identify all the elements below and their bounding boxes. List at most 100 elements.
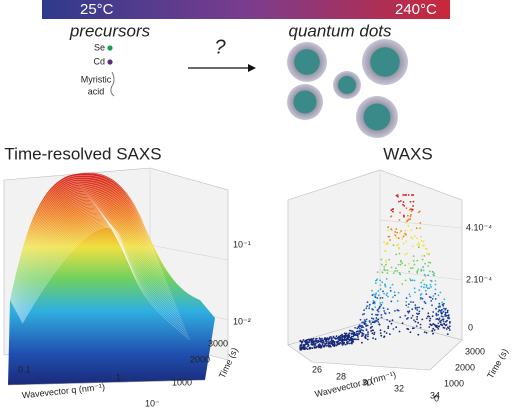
waxs-dot (448, 325, 451, 328)
waxs-dot (373, 321, 376, 324)
waxs-dot (428, 261, 430, 264)
waxs-dot (358, 327, 361, 330)
saxs-curve (22, 227, 191, 340)
waxs-dot (381, 263, 383, 266)
waxs-dot (402, 203, 404, 206)
waxs-dot (351, 342, 353, 345)
waxs-dot (398, 231, 401, 234)
waxs-dot (442, 310, 445, 313)
waxs-dot (420, 293, 423, 295)
waxs-dot (432, 327, 435, 330)
waxs-dot (438, 302, 441, 305)
saxs-curve (19, 218, 180, 319)
waxs-dot (409, 295, 411, 298)
waxs-dot (410, 229, 413, 231)
waxs-dot (330, 342, 333, 345)
waxs-dot (357, 326, 360, 328)
waxs-x-tick: 26 (312, 364, 322, 374)
waxs-dot (432, 332, 434, 335)
waxs-dot (321, 339, 323, 342)
saxs-curve (14, 198, 160, 310)
waxs-dot (431, 270, 434, 273)
waxs-dot (399, 263, 402, 266)
waxs-t-tick: 2000 (455, 362, 475, 372)
waxs-dot (432, 273, 435, 276)
waxs-dot (330, 341, 333, 344)
waxs-dot (411, 308, 414, 311)
waxs-dot (447, 314, 450, 317)
waxs-dot (387, 226, 389, 229)
waxs-dot (372, 337, 374, 339)
waxs-dot (415, 227, 418, 230)
waxs-dot (406, 310, 409, 313)
waxs-dot (397, 291, 400, 294)
waxs-dot (425, 293, 428, 295)
waxs-dot (439, 320, 441, 323)
waxs-dot (392, 272, 395, 274)
waxs-dot (375, 317, 378, 319)
waxs-dot (408, 310, 411, 313)
waxs-dot (350, 333, 353, 335)
waxs-dot (441, 301, 444, 304)
waxs-dot (320, 345, 323, 347)
waxs-dot (395, 228, 398, 231)
waxs-dot (407, 317, 409, 319)
waxs-dot (397, 309, 399, 312)
waxs-dot (432, 295, 435, 297)
waxs-dot (312, 344, 314, 346)
waxs-dot (424, 274, 427, 277)
saxs-curve (14, 199, 161, 310)
waxs-dot (394, 270, 396, 272)
waxs-dot (421, 255, 423, 257)
waxs-dot (393, 291, 396, 294)
waxs-dot (418, 227, 421, 229)
waxs-dot (429, 317, 432, 320)
waxs-dot (446, 333, 449, 335)
waxs-dot (407, 311, 410, 314)
waxs-x-tick: 32 (394, 383, 404, 393)
waxs-dot (425, 286, 428, 288)
waxs-dot (357, 332, 359, 335)
se-atom (107, 45, 113, 51)
saxs-curve (12, 190, 154, 307)
waxs-dot (318, 337, 321, 340)
saxs-curve (16, 206, 168, 313)
waxs-dot (387, 295, 389, 298)
waxs-dot (404, 314, 407, 317)
saxs-curve (12, 187, 151, 305)
waxs-dot (426, 252, 429, 255)
waxs-dot (397, 263, 400, 266)
waxs-dot (389, 290, 392, 292)
waxs-dot (430, 286, 432, 288)
waxs-dot (412, 205, 414, 207)
waxs-dot (442, 304, 445, 307)
waxs-dot (422, 279, 424, 282)
waxs-dot (417, 333, 420, 336)
waxs-dot (400, 259, 402, 262)
acid-label-2: acid (88, 86, 105, 96)
waxs-dot (372, 329, 374, 332)
waxs-dot (409, 278, 411, 280)
waxs-dot (435, 307, 437, 310)
waxs-t-tick: 0 (434, 393, 439, 403)
waxs-dot (435, 314, 438, 317)
waxs-dot (433, 329, 436, 331)
waxs-dot (366, 338, 369, 341)
waxs-dot (424, 302, 427, 305)
waxs-dot (357, 338, 360, 341)
waxs-dot (359, 318, 362, 321)
waxs-dot (392, 328, 395, 330)
waxs-dot (420, 239, 423, 242)
waxs-dot (390, 300, 393, 303)
waxs-dot (418, 289, 421, 292)
waxs-dot (427, 312, 430, 315)
question-mark: ? (214, 36, 226, 58)
waxs-dot (418, 306, 420, 309)
waxs-dot (409, 331, 412, 334)
waxs-dot (341, 333, 343, 336)
waxs-dot (416, 318, 418, 320)
waxs-dot (300, 346, 303, 349)
waxs-dot (423, 300, 426, 303)
quantum-dot (333, 71, 361, 99)
waxs-dot (398, 272, 401, 274)
